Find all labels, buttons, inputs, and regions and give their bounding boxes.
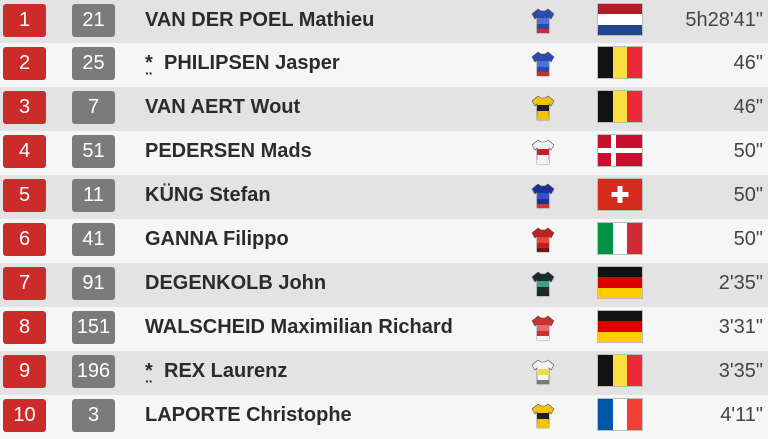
position-badge: 10: [3, 399, 46, 432]
time-gap: 3'31": [718, 316, 763, 338]
position-badge: 2: [3, 47, 46, 80]
italy-flag-icon: [597, 222, 643, 255]
position-badge: 5: [3, 179, 46, 212]
rider-row[interactable]: 4 51 PEDERSEN Mads 50": [0, 131, 768, 175]
rider-name[interactable]: WALSCHEID Maximilian Richard: [145, 307, 453, 348]
rider-name-text[interactable]: REX Laurenz: [164, 360, 288, 382]
rider-name-text[interactable]: GANNA Filippo: [145, 228, 289, 250]
bib-number-badge: 7: [72, 91, 115, 124]
ineos-jersey[interactable]: [531, 227, 555, 253]
rider-name[interactable]: VAN DER POEL Mathieu: [145, 0, 374, 41]
rider-name[interactable]: GANNA Filippo: [145, 219, 289, 260]
bib-number-badge: 41: [72, 223, 115, 256]
time-gap: 46": [733, 52, 763, 74]
time-gap: 50": [733, 184, 763, 206]
rider-name-text[interactable]: VAN AERT Wout: [145, 96, 301, 118]
rider-row[interactable]: 1 21 VAN DER POEL Mathieu 5h28'41": [0, 0, 768, 43]
rider-name-text[interactable]: PEDERSEN Mads: [145, 140, 312, 162]
position-badge: 4: [3, 135, 46, 168]
position-badge: 3: [3, 91, 46, 124]
switzerland-flag-icon: [597, 178, 643, 211]
trek-segafredo-jersey[interactable]: [531, 139, 555, 165]
rider-row[interactable]: 7 91 DEGENKOLB John 2'35": [0, 263, 768, 307]
bib-number-badge: 51: [72, 135, 115, 168]
rider-name[interactable]: * REX Laurenz: [145, 351, 288, 402]
position-badge: 7: [3, 267, 46, 300]
young-rider-icon: *: [145, 351, 158, 402]
rider-name[interactable]: KÜNG Stefan: [145, 175, 271, 216]
belgium-flag-icon: [597, 354, 643, 387]
rider-name[interactable]: LAPORTE Christophe: [145, 395, 352, 436]
alpecin-jersey[interactable]: [531, 51, 555, 77]
bib-number-badge: 151: [72, 311, 115, 344]
germany-flag-icon: [597, 266, 643, 299]
position-badge: 1: [3, 4, 46, 37]
rider-row[interactable]: 9 196 * REX Laurenz 3'35": [0, 351, 768, 402]
denmark-flag-icon: [597, 134, 643, 167]
cofidis-jersey[interactable]: [531, 315, 555, 341]
bib-number-badge: 11: [72, 179, 115, 212]
rider-name-text[interactable]: KÜNG Stefan: [145, 184, 271, 206]
bib-number-badge: 196: [72, 355, 115, 388]
france-flag-icon: [597, 398, 643, 431]
rider-row[interactable]: 8 151 WALSCHEID Maximilian Richard 3'31": [0, 307, 768, 351]
rider-name-text[interactable]: LAPORTE Christophe: [145, 404, 352, 426]
jumbo-visma-jersey[interactable]: [531, 403, 555, 429]
bib-number-badge: 3: [72, 399, 115, 432]
bib-number-badge: 21: [72, 4, 115, 37]
netherlands-flag-icon: [597, 3, 643, 36]
time-gap: 46": [733, 96, 763, 118]
time-gap: 4'11": [720, 404, 763, 426]
rider-name[interactable]: DEGENKOLB John: [145, 263, 326, 304]
rider-row[interactable]: 6 41 GANNA Filippo 50": [0, 219, 768, 263]
belgium-flag-icon: [597, 46, 643, 79]
time-gap: 50": [733, 140, 763, 162]
rider-name[interactable]: VAN AERT Wout: [145, 87, 300, 128]
time-gap: 50": [733, 228, 763, 250]
time-gap: 3'35": [718, 360, 763, 382]
rider-name-text[interactable]: VAN DER POEL Mathieu: [145, 9, 375, 31]
dsm-jersey[interactable]: [531, 271, 555, 297]
position-badge: 9: [3, 355, 46, 388]
rider-row[interactable]: 3 7 VAN AERT Wout 46": [0, 87, 768, 131]
bib-number-badge: 25: [72, 47, 115, 80]
rider-row[interactable]: 10 3 LAPORTE Christophe 4'11": [0, 395, 768, 439]
rider-name-text[interactable]: DEGENKOLB John: [145, 272, 327, 294]
time-gap: 2'35": [718, 272, 763, 294]
bib-number-badge: 91: [72, 267, 115, 300]
groupama-fdj-jersey[interactable]: [531, 183, 555, 209]
germany-flag-icon: [597, 310, 643, 343]
intermarche-jersey[interactable]: [531, 359, 555, 385]
rider-row[interactable]: 2 25 * PHILIPSEN Jasper 46": [0, 43, 768, 94]
position-badge: 8: [3, 311, 46, 344]
rider-name-text[interactable]: PHILIPSEN Jasper: [164, 52, 340, 74]
time-gap: 5h28'41": [685, 9, 763, 31]
alpecin-jersey[interactable]: [531, 8, 555, 34]
rider-row[interactable]: 5 11 KÜNG Stefan 50": [0, 175, 768, 219]
position-badge: 6: [3, 223, 46, 256]
rider-name[interactable]: * PHILIPSEN Jasper: [145, 43, 340, 94]
jumbo-visma-jersey[interactable]: [531, 95, 555, 121]
rider-name[interactable]: PEDERSEN Mads: [145, 131, 312, 172]
young-rider-icon: *: [145, 43, 158, 94]
belgium-flag-icon: [597, 90, 643, 123]
rider-name-text[interactable]: WALSCHEID Maximilian Richard: [145, 316, 453, 338]
